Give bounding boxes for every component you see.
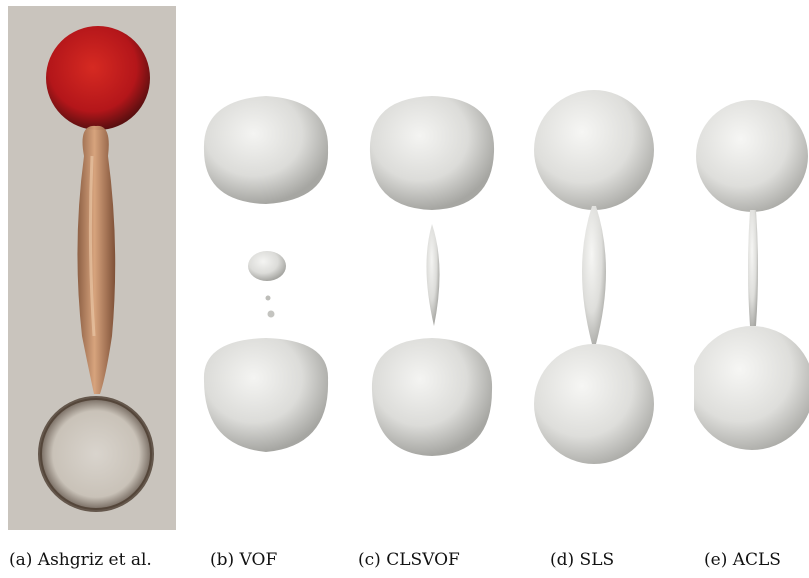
red-droplet — [46, 26, 150, 130]
sls-top-drop — [534, 90, 654, 210]
clear-droplet — [40, 398, 152, 510]
caption-b: (b) VOF — [210, 550, 278, 570]
panel-b-vof — [198, 90, 338, 470]
clsvof-ligament — [426, 224, 440, 326]
caption-d: (d) SLS — [550, 550, 615, 570]
sls-bottom-drop — [534, 344, 654, 464]
acls-ligament — [748, 210, 758, 326]
caption-e: (e) ACLS — [704, 550, 781, 570]
panel-a-photo — [8, 6, 176, 530]
clsvof-top-drop — [369, 96, 495, 210]
acls-bottom-drop — [694, 326, 809, 450]
vof-satellite — [248, 251, 286, 281]
vof-top-drop — [203, 96, 329, 204]
vof-bottom-drop — [203, 338, 329, 452]
sls-ligament — [582, 206, 606, 344]
clsvof-bottom-drop — [371, 338, 493, 456]
panel-e-acls — [694, 98, 809, 452]
acls-top-drop — [696, 100, 808, 212]
caption-a: (a) Ashgriz et al. — [9, 550, 152, 570]
panel-d-sls — [528, 86, 660, 470]
panel-c-clsvof — [362, 90, 502, 470]
caption-c: (c) CLSVOF — [358, 550, 460, 570]
neck-ligament — [77, 125, 116, 394]
